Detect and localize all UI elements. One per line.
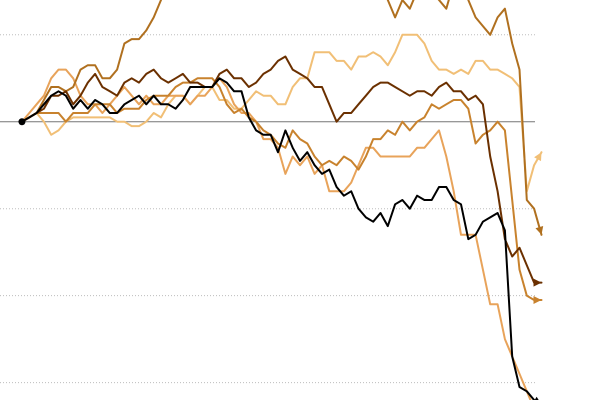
series-end-arrow-4 <box>533 296 542 304</box>
series-end-arrow-5 <box>535 226 544 235</box>
series-end-arrow-1 <box>534 396 539 400</box>
series-line-2 <box>21 68 532 400</box>
gridlines <box>0 34 535 384</box>
series-line-6 <box>21 55 543 284</box>
series-end-arrow-3 <box>534 152 542 162</box>
series-line-4 <box>21 77 543 301</box>
series-line-3 <box>21 33 543 193</box>
series-line-1 <box>21 77 537 400</box>
series-end-arrow-6 <box>533 278 542 287</box>
series-lines <box>21 0 544 400</box>
series-line-5 <box>21 0 543 236</box>
start-marker-group <box>18 118 26 126</box>
start-point-marker <box>18 118 26 126</box>
